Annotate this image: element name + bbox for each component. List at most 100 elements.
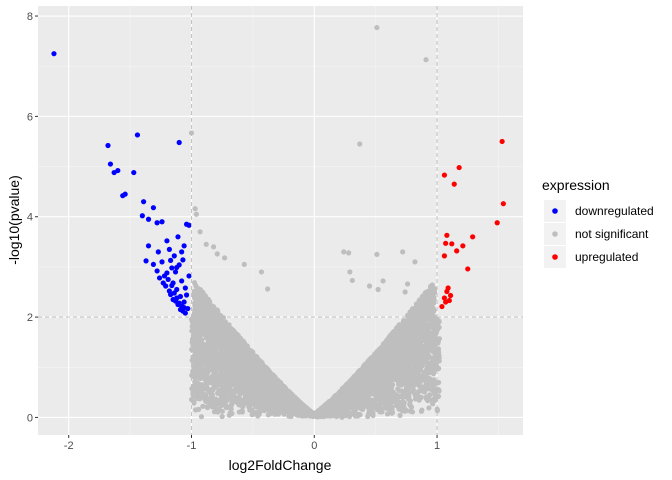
plot-panel (38, 6, 523, 435)
point-not-significant (349, 410, 355, 416)
point-not-significant (391, 392, 397, 398)
point-not-significant (411, 358, 417, 364)
point-not-significant (206, 340, 213, 346)
point-not-significant (206, 396, 212, 402)
point-not-significant (384, 401, 390, 407)
point-not-significant (250, 411, 256, 417)
point-not-significant (339, 414, 345, 420)
point-not-significant (222, 357, 229, 363)
point-not-significant (359, 393, 366, 400)
point-not-significant (266, 396, 272, 402)
point-not-significant (223, 404, 229, 410)
point-not-significant (218, 402, 225, 409)
point-not-significant (224, 367, 231, 373)
point-not-significant (215, 390, 221, 396)
point-not-significant (219, 413, 225, 420)
point-not-significant (217, 366, 223, 372)
point-not-significant (354, 376, 360, 383)
point-not-significant (424, 289, 430, 295)
point-not-significant (277, 393, 283, 399)
point-not-significant (269, 393, 275, 399)
point-not-significant (223, 387, 229, 393)
point-not-significant (418, 388, 424, 394)
point-not-significant (393, 328, 399, 334)
point-layer (51, 24, 506, 420)
point-not-significant (389, 382, 396, 388)
point-not-significant (413, 394, 419, 400)
point-not-significant (193, 283, 199, 289)
point-not-significant (277, 406, 283, 413)
point-not-significant (272, 411, 278, 417)
point-not-significant (365, 413, 371, 420)
point-not-significant (427, 392, 433, 398)
point-not-significant (435, 393, 442, 399)
point-not-significant (355, 413, 361, 419)
point-not-significant (336, 398, 342, 404)
point-not-significant (214, 307, 220, 313)
grid-minor (38, 6, 523, 435)
point-not-significant (382, 366, 388, 372)
point-not-significant (214, 375, 220, 382)
point-not-significant (274, 400, 280, 406)
point-not-significant (425, 382, 431, 388)
point-not-significant (413, 332, 419, 338)
point-not-significant (244, 345, 251, 351)
point-not-significant (426, 405, 432, 411)
point-not-significant (201, 312, 207, 318)
point-not-significant (196, 365, 202, 371)
point-not-significant (227, 385, 233, 391)
point-not-significant (398, 323, 404, 329)
point-not-significant (420, 361, 426, 367)
point-not-significant (240, 404, 246, 410)
point-not-significant (214, 362, 220, 369)
point-not-significant (197, 288, 203, 294)
point-not-significant (355, 396, 361, 402)
point-not-significant (417, 379, 423, 386)
point-not-significant (350, 406, 357, 412)
point-not-significant (229, 347, 235, 353)
point-not-significant (221, 374, 227, 380)
point-not-significant (370, 397, 377, 404)
point-not-significant (202, 318, 209, 324)
point-not-significant (406, 366, 412, 372)
point-not-significant (387, 391, 393, 397)
point-not-significant (401, 404, 407, 410)
point-not-significant (426, 306, 432, 313)
point-not-significant (427, 294, 433, 300)
point-not-significant (341, 404, 347, 411)
point-not-significant (373, 405, 379, 411)
point-not-significant (363, 403, 369, 409)
point-not-significant (197, 346, 204, 352)
point-not-significant (231, 336, 237, 342)
point-not-significant (272, 384, 278, 390)
point-not-significant (420, 355, 426, 361)
point-not-significant (415, 325, 421, 331)
point-not-significant (399, 328, 405, 334)
point-not-significant (390, 338, 396, 344)
point-not-significant (192, 348, 198, 354)
point-not-significant (208, 309, 214, 315)
point-not-significant (213, 334, 220, 340)
point-not-significant (407, 402, 413, 408)
point-not-significant (384, 411, 391, 417)
point-not-significant (271, 404, 278, 410)
point-not-significant (219, 325, 225, 331)
point-not-significant (435, 379, 442, 386)
point-not-significant (236, 394, 242, 400)
point-not-significant (337, 406, 343, 412)
point-not-significant (425, 314, 432, 320)
point-not-significant (429, 290, 436, 296)
point-not-significant (422, 346, 428, 352)
point-not-significant (197, 320, 203, 326)
point-not-significant (223, 346, 229, 352)
point-not-significant (196, 374, 202, 380)
point-not-significant (204, 404, 210, 410)
point-not-significant (226, 395, 233, 401)
point-not-significant (218, 349, 224, 356)
point-not-significant (397, 360, 403, 366)
point-not-significant (259, 359, 265, 366)
point-not-significant (380, 400, 386, 406)
point-not-significant (189, 372, 195, 379)
point-not-significant (411, 306, 417, 312)
